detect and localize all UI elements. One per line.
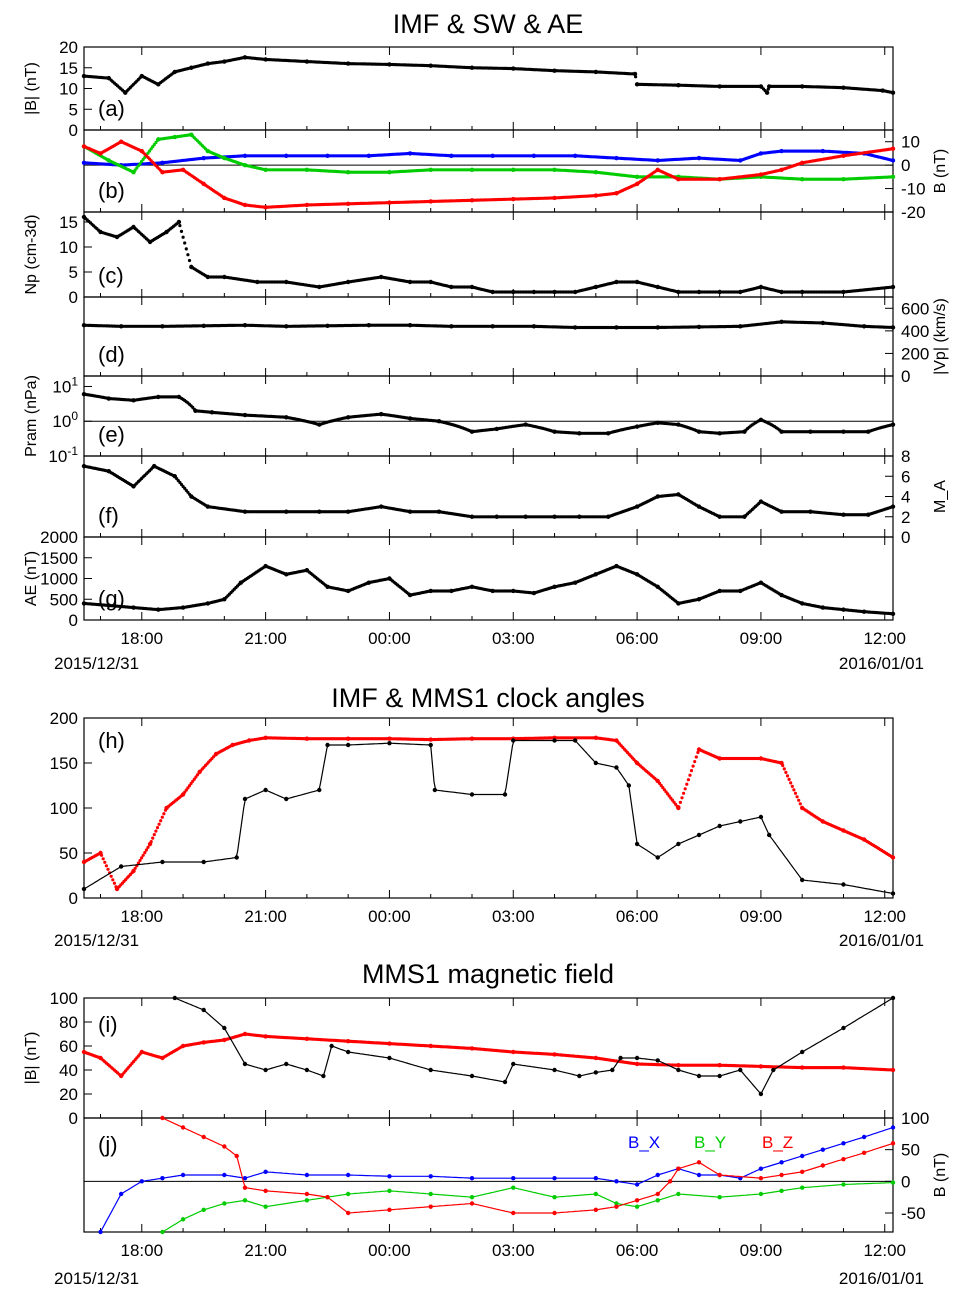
panel-b: 10 0 -10 -20 (b) B (nT) bbox=[81, 129, 949, 222]
series-marker bbox=[184, 247, 188, 251]
y-tick-label: 600 bbox=[901, 299, 929, 318]
series-marker bbox=[138, 162, 142, 166]
y-tick-label: 10 bbox=[59, 238, 78, 257]
panel-frame bbox=[83, 296, 894, 377]
panel-label: (c) bbox=[98, 263, 124, 288]
series-marker bbox=[178, 224, 182, 228]
series-marker bbox=[766, 87, 770, 91]
y-tick-label: -20 bbox=[901, 203, 926, 222]
series-g-0 bbox=[81, 563, 896, 616]
series-marker bbox=[891, 147, 895, 151]
y-tick-label: 0 bbox=[901, 367, 910, 386]
series-marker bbox=[891, 158, 895, 163]
y-tick-label: 20 bbox=[59, 38, 78, 57]
series-b-0 bbox=[81, 148, 896, 168]
y-tick-label: -10 bbox=[901, 180, 926, 199]
y-tick-label: 500 bbox=[50, 590, 78, 609]
date-start-1: 2015/12/31 bbox=[54, 654, 139, 673]
y-tick-label: 0 bbox=[901, 528, 910, 547]
y-tick-label: 0 bbox=[69, 288, 78, 307]
y-tick-label: 5 bbox=[69, 263, 78, 282]
panel-frame bbox=[83, 211, 894, 298]
panel-frame bbox=[83, 455, 894, 538]
series-marker bbox=[186, 253, 190, 257]
y-tick-label: 1000 bbox=[40, 570, 78, 589]
series-marker bbox=[891, 325, 895, 330]
y-tick-label: 400 bbox=[901, 322, 929, 341]
date-start-2: 2015/12/31 bbox=[54, 931, 139, 950]
y-tick-label: 101 bbox=[52, 374, 78, 396]
y-tick-label: 0 bbox=[69, 121, 78, 140]
y-tick-label: 5 bbox=[69, 100, 78, 119]
y-axis-label: M_A bbox=[932, 480, 949, 513]
y-tick-label: 100 bbox=[52, 409, 78, 431]
panel-label: (f) bbox=[98, 503, 119, 528]
y-tick-label: 0 bbox=[901, 156, 910, 175]
series-f-0 bbox=[81, 463, 896, 519]
y-axis-label: |Vp| (km/s) bbox=[932, 298, 949, 375]
series-marker bbox=[148, 149, 152, 153]
y-tick-label: 2000 bbox=[40, 528, 78, 547]
y-tick-label: 10 bbox=[59, 80, 78, 99]
series-marker bbox=[183, 241, 187, 245]
series-marker bbox=[765, 90, 769, 94]
series-marker bbox=[891, 285, 895, 289]
series-marker bbox=[632, 72, 636, 76]
series-marker bbox=[891, 175, 895, 179]
panel-a: 20 15 105 0 (a) |B| (nT) bbox=[23, 38, 896, 140]
y-tick-label: 200 bbox=[901, 344, 929, 363]
y-tick-label: 15 bbox=[59, 213, 78, 232]
panel-d: 600 400 200 0 (d) |Vp| (km/s) bbox=[81, 296, 949, 386]
panel-frame bbox=[83, 46, 894, 131]
title-bottom: MMS1 magnetic field bbox=[362, 959, 614, 989]
series-marker bbox=[187, 258, 192, 263]
date-start-3: 2015/12/31 bbox=[54, 1269, 139, 1288]
date-end-3: 2016/01/01 bbox=[839, 1269, 924, 1288]
y-axis-label: Pram (nPa) bbox=[23, 375, 40, 457]
y-axis-label: AE (nT) bbox=[23, 551, 40, 606]
panel-e: 101 100 10-1 (e) Pram (nPa) bbox=[23, 374, 896, 466]
y-tick-label: 2 bbox=[901, 508, 910, 527]
panel-label: (b) bbox=[98, 178, 125, 203]
series-marker bbox=[891, 505, 895, 509]
date-end-2: 2016/01/01 bbox=[839, 931, 924, 950]
panel-label: (e) bbox=[98, 422, 125, 447]
series-marker bbox=[176, 220, 180, 225]
panel-frame bbox=[83, 375, 894, 457]
y-tick-label: 10 bbox=[901, 133, 920, 152]
y-axis-label: Np (cm-3d) bbox=[23, 214, 40, 294]
y-axis-label: B (nT) bbox=[932, 149, 949, 193]
y-tick-label: 0 bbox=[69, 611, 78, 630]
series-marker bbox=[181, 235, 185, 239]
series-d-0 bbox=[81, 319, 896, 330]
panel-f: 86 420 (f) M_A bbox=[81, 447, 949, 547]
y-tick-label: 4 bbox=[901, 488, 910, 507]
y-tick-label: 1500 bbox=[40, 549, 78, 568]
title-top: IMF & SW & AE bbox=[393, 9, 584, 39]
series-b-2 bbox=[81, 139, 896, 210]
panel-c: 15 10 5 0 (c) Np (cm-3d) bbox=[23, 211, 896, 307]
panel-label: (d) bbox=[98, 342, 125, 367]
series-c-0 bbox=[81, 214, 896, 295]
date-end-1: 2016/01/01 bbox=[839, 654, 924, 673]
series-marker bbox=[179, 229, 184, 233]
y-tick-label: 6 bbox=[901, 467, 910, 486]
panel-frame bbox=[83, 536, 894, 621]
y-tick-label: 10-1 bbox=[48, 444, 78, 466]
panel-label: (a) bbox=[98, 96, 125, 121]
y-tick-label: 8 bbox=[901, 447, 910, 466]
y-tick-label: 15 bbox=[59, 59, 78, 78]
series-e-0 bbox=[81, 391, 896, 436]
series-marker bbox=[891, 91, 895, 95]
series-marker bbox=[634, 75, 638, 79]
y-axis-label: |B| (nT) bbox=[23, 62, 40, 115]
title-middle: IMF & MMS1 clock angles bbox=[331, 683, 645, 713]
series-marker bbox=[891, 423, 895, 427]
series-a-0 bbox=[81, 55, 896, 95]
